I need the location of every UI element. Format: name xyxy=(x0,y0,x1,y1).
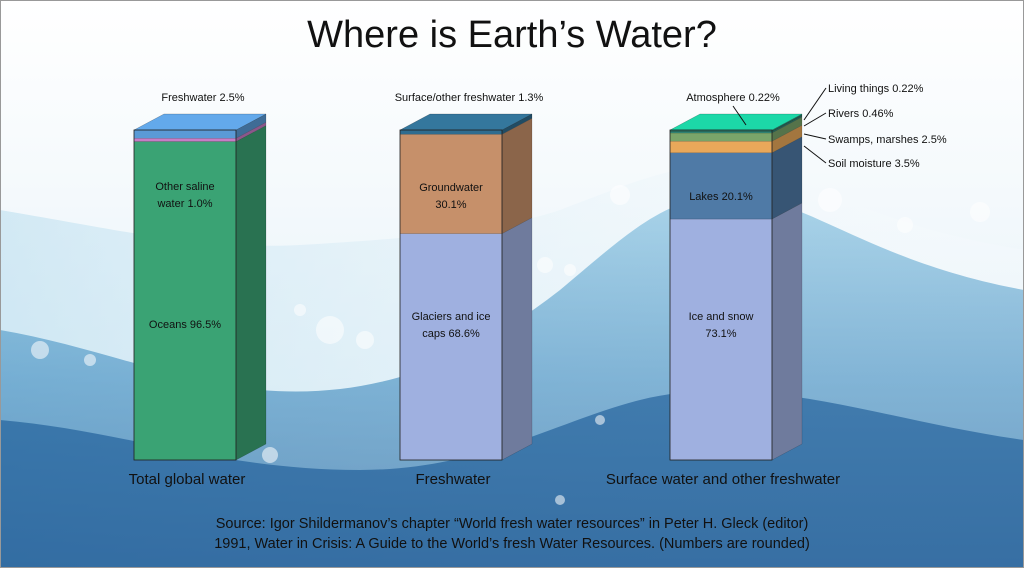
leader-line xyxy=(732,105,747,126)
segment-label: Oceans 96.5% xyxy=(149,319,221,331)
bar-segment-side xyxy=(501,217,533,461)
segment-label: Glaciers and ice xyxy=(412,311,491,323)
source-line-1: Source: Igor Shildermanov’s chapter “Wor… xyxy=(215,516,809,532)
bar-outline xyxy=(133,129,237,461)
callout-label: Rivers 0.46% xyxy=(828,108,894,120)
bar-segment xyxy=(669,140,773,153)
column-label: Surface water and other freshwater xyxy=(606,471,840,488)
bar-segment xyxy=(669,152,773,220)
callout-label: Living things 0.22% xyxy=(828,83,924,95)
bar-segment xyxy=(399,233,503,461)
segment-label: water 1.0% xyxy=(156,198,212,210)
leader-line xyxy=(803,133,827,140)
bar-outline xyxy=(669,129,773,461)
bar-segment xyxy=(133,138,237,142)
segment-label: 73.1% xyxy=(705,328,736,340)
bar-segment xyxy=(399,129,503,135)
column-label: Freshwater xyxy=(415,471,490,488)
bar-segment-side xyxy=(771,202,803,461)
callout-label: Soil moisture 3.5% xyxy=(828,158,920,170)
bar-segment xyxy=(669,132,773,142)
column-label: Total global water xyxy=(129,471,246,488)
callout-label: Atmosphere 0.22% xyxy=(686,92,780,104)
segment-label: caps 68.6% xyxy=(422,328,480,340)
segment-label: 30.1% xyxy=(435,199,466,211)
chart-title: Where is Earth’s Water? xyxy=(307,14,717,56)
column-header-label: Freshwater 2.5% xyxy=(161,92,244,104)
source-note: Source: Igor Shildermanov’s chapter “Wor… xyxy=(0,514,1024,554)
callout-label: Swamps, marshes 2.5% xyxy=(828,134,947,146)
bar-segment-side xyxy=(501,117,533,235)
bar-segment xyxy=(133,129,237,139)
bar-segment-side xyxy=(235,125,267,461)
column-header-label: Surface/other freshwater 1.3% xyxy=(395,92,544,104)
segment-label: Groundwater xyxy=(419,182,483,194)
segment-label: Ice and snow xyxy=(689,311,754,323)
bar-outline xyxy=(399,129,503,461)
source-line-2: 1991, Water in Crisis: A Guide to the Wo… xyxy=(214,536,810,552)
bar-segment xyxy=(399,134,503,234)
segment-label: Other saline xyxy=(155,181,214,193)
segment-label: Lakes 20.1% xyxy=(689,191,753,203)
leader-line xyxy=(803,87,827,121)
leader-line xyxy=(803,145,827,164)
leader-line xyxy=(803,112,827,127)
